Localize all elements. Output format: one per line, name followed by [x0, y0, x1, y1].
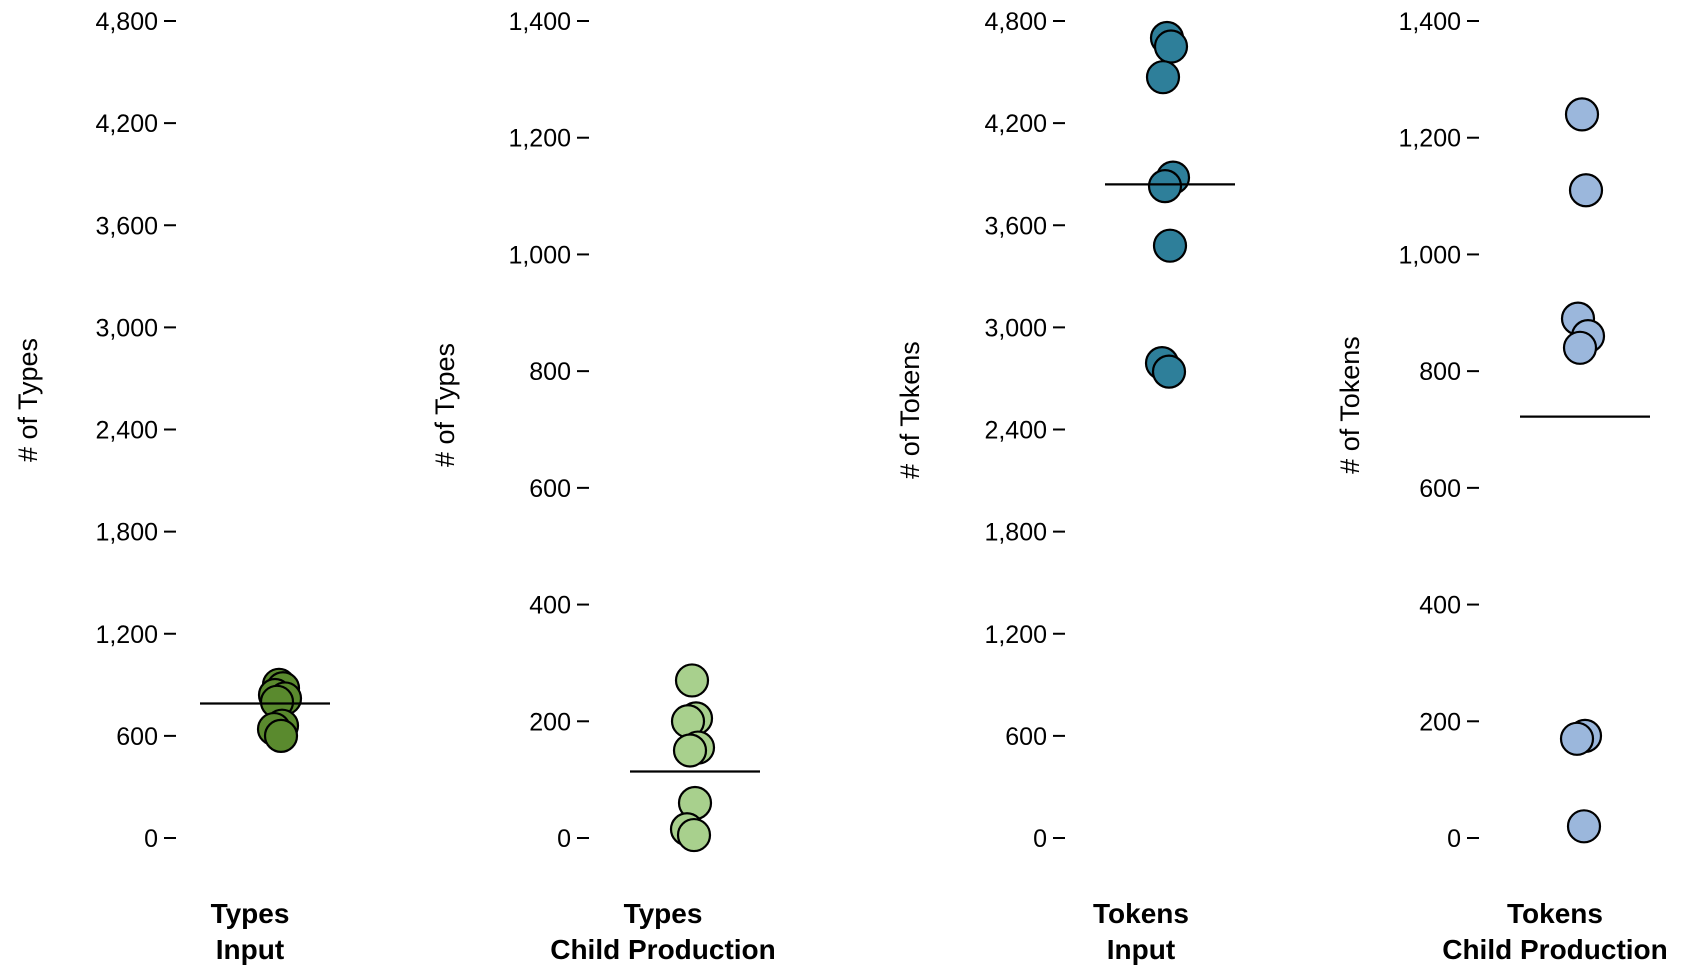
panel-2: 0 200 400 600 800 1,000 1,200 1,400 # of Types Ty… [430, 8, 776, 965]
y-tick-label: 800 [529, 358, 571, 386]
y-tick-label: 1,800 [95, 519, 158, 547]
y-tick-label: 2,400 [95, 417, 158, 445]
y-tick-label: 4,200 [95, 110, 158, 138]
x-axis-label-line-1: Tokens [1093, 898, 1189, 929]
y-axis-label: # of Types [430, 343, 460, 467]
data-point [263, 718, 299, 753]
data-point [674, 663, 710, 698]
x-axis-label-line-2: Child Production [550, 934, 776, 965]
y-tick-label: 3,600 [95, 212, 158, 240]
data-point [1145, 60, 1181, 95]
y-tick-label: 3,000 [984, 314, 1047, 342]
y-tick-label: 400 [529, 592, 571, 620]
y-tick-label: 4,800 [95, 8, 158, 36]
data-point [1562, 330, 1598, 365]
y-tick-label: 4,800 [984, 8, 1047, 36]
y-tick-label: 1,400 [508, 8, 571, 36]
data-point [1568, 173, 1604, 208]
y-tick-label: 1,200 [508, 125, 571, 153]
data-point [1151, 354, 1187, 389]
y-tick-label: 2,400 [984, 417, 1047, 445]
y-tick-label: 4,200 [984, 110, 1047, 138]
x-axis-label-line-2: Input [216, 934, 284, 965]
y-tick-label: 1,000 [508, 241, 571, 269]
y-tick-label: 200 [529, 708, 571, 736]
y-tick-label: 0 [557, 825, 571, 853]
y-tick-label: 1,200 [95, 621, 158, 649]
y-tick-label: 600 [116, 723, 158, 751]
panel-3: 0 600 1,200 1,800 2,400 3,000 3,600 4,200 4,800 #… [895, 8, 1235, 965]
data-point [1152, 228, 1188, 263]
y-tick-label: 400 [1419, 592, 1461, 620]
y-tick-label: 0 [1033, 825, 1047, 853]
y-tick-label: 1,200 [1398, 125, 1461, 153]
data-point [1559, 721, 1595, 756]
x-axis-label-line-1: Tokens [1507, 898, 1603, 929]
y-tick-label: 1,200 [984, 621, 1047, 649]
y-axis-label: # of Tokens [895, 341, 925, 479]
x-axis-label-line-1: Types [211, 898, 290, 929]
y-tick-label: 1,400 [1398, 8, 1461, 36]
y-axis-label: # of Types [13, 338, 43, 462]
data-point [1147, 169, 1183, 204]
data-point [672, 733, 708, 768]
x-axis-label-line-1: Types [624, 898, 703, 929]
y-tick-label: 3,600 [984, 212, 1047, 240]
y-tick-label: 600 [529, 475, 571, 503]
y-tick-label: 0 [1447, 825, 1461, 853]
y-tick-label: 1,800 [984, 519, 1047, 547]
data-point [676, 817, 712, 853]
data-point [1153, 29, 1189, 64]
data-point [1566, 809, 1602, 844]
y-tick-label: 1,000 [1398, 241, 1461, 269]
y-tick-label: 600 [1005, 723, 1047, 751]
x-axis-label-line-2: Child Production [1442, 934, 1668, 965]
y-axis-label: # of Tokens [1335, 336, 1365, 474]
data-point [1564, 97, 1600, 132]
panel-1: 0 600 1,200 1,800 2,400 3,000 3,600 4,200 4,800 #… [13, 8, 330, 965]
y-tick-label: 0 [144, 825, 158, 853]
x-axis-label-line-2: Input [1107, 934, 1175, 965]
y-tick-label: 600 [1419, 475, 1461, 503]
panel-4: 0 200 400 600 800 1,000 1,200 1,400 # of Tokens T… [1335, 8, 1668, 965]
y-tick-label: 800 [1419, 358, 1461, 386]
y-tick-label: 200 [1419, 708, 1461, 736]
y-tick-label: 3,000 [95, 314, 158, 342]
